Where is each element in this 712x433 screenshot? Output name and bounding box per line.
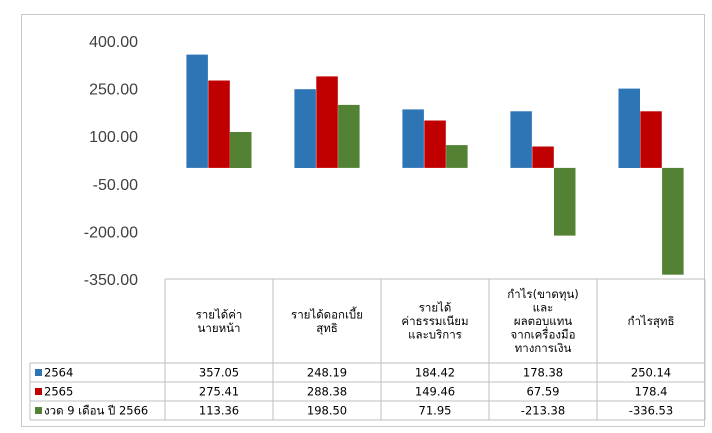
table-cell-0-4: 250.14 <box>631 366 671 380</box>
category-label-2-2: และบริการ <box>408 328 462 342</box>
bar-2-4 <box>662 167 684 275</box>
legend-key-0 <box>35 369 42 376</box>
legend-label-1: 2565 <box>44 385 73 399</box>
bar-2-0 <box>230 132 252 168</box>
category-label-4-0: กำไรสุทธิ <box>628 314 675 328</box>
y-tick-label-3: -50.00 <box>93 177 138 194</box>
bar-2-2 <box>446 145 468 168</box>
bar-2-3 <box>554 167 576 236</box>
bar-1-1 <box>316 76 338 168</box>
bar-0-4 <box>618 88 640 168</box>
table-cell-2-0: 113.36 <box>199 404 239 418</box>
category-label-1-0: รายได้ดอกเบี้ย <box>291 306 363 321</box>
legend-key-1 <box>35 388 42 395</box>
category-label-2-1: ค่าธรรมเนียม <box>401 314 468 328</box>
legend-key-2 <box>35 407 42 414</box>
bar-1-4 <box>640 111 662 168</box>
bar-0-0 <box>186 54 208 168</box>
category-label-3-3: จากเครื่องมือ <box>511 327 576 342</box>
category-label-0-1: นายหน้า <box>198 321 241 335</box>
legend-label-2: งวด 9 เดือน ปี 2566 <box>44 404 148 418</box>
legend-label-0: 2564 <box>44 366 73 380</box>
table-cell-0-0: 357.05 <box>199 366 239 380</box>
y-tick-label-5: -350.00 <box>84 272 138 289</box>
category-label-3-2: ผลตอบแทน <box>514 314 572 328</box>
category-label-3-1: และ <box>533 301 554 315</box>
bar-0-3 <box>510 111 532 168</box>
category-label-2-0: รายได้ <box>419 301 452 315</box>
bar-0-2 <box>402 109 424 168</box>
table-cell-0-2: 184.42 <box>415 366 455 380</box>
table-cell-2-4: -336.53 <box>629 404 673 418</box>
category-label-1-1: สุทธิ <box>316 321 338 335</box>
y-tick-label-2: 100.00 <box>89 129 138 146</box>
category-label-0-0: รายได้ค่า <box>196 307 243 321</box>
bar-1-0 <box>208 80 230 168</box>
bar-1-2 <box>424 120 446 168</box>
y-tick-label-1: 250.00 <box>89 82 138 99</box>
table-cell-0-1: 248.19 <box>307 366 347 380</box>
table-cell-1-1: 288.38 <box>307 385 347 399</box>
y-tick-label-0: 400.00 <box>89 34 138 51</box>
bar-2-1 <box>338 104 360 168</box>
table-cell-0-3: 178.38 <box>523 366 563 380</box>
table-cell-1-2: 149.46 <box>415 385 455 399</box>
table-cell-2-1: 198.50 <box>307 404 347 418</box>
table-cell-2-3: -213.38 <box>521 404 565 418</box>
y-tick-label-4: -200.00 <box>84 224 138 241</box>
category-label-3-4: ทางการเงิน <box>515 341 572 355</box>
table-cell-2-2: 71.95 <box>419 404 452 418</box>
bar-1-3 <box>532 146 554 168</box>
category-label-3-0: กำไร(ขาดทุน) <box>507 287 579 301</box>
table-cell-1-0: 275.41 <box>199 385 239 399</box>
chart-frame <box>21 14 705 427</box>
table-cell-1-3: 67.59 <box>527 385 560 399</box>
table-cell-1-4: 178.4 <box>635 385 668 399</box>
bar-0-1 <box>294 89 316 168</box>
